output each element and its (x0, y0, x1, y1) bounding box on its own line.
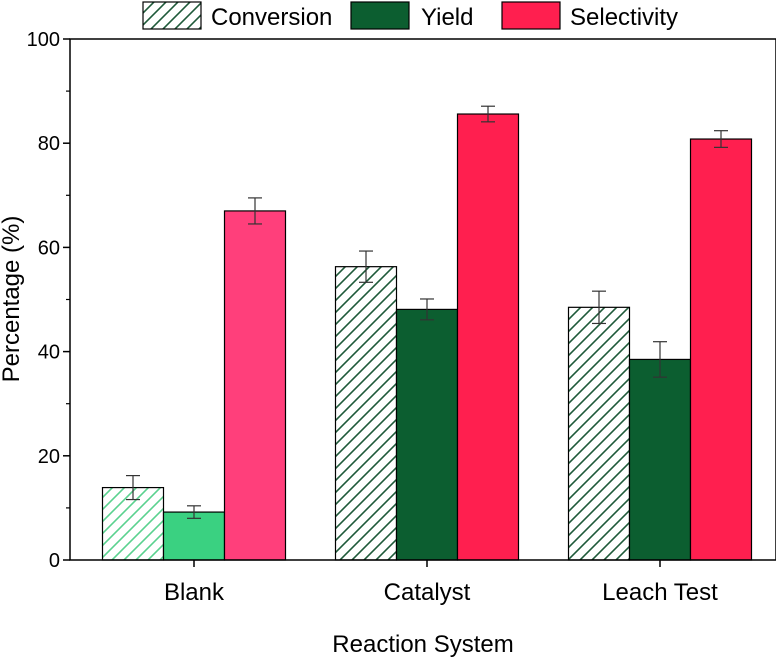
legend-label-selectivity: Selectivity (570, 4, 678, 31)
bar-selectivity-leach-test (689, 138, 753, 561)
x-axis-title: Reaction System (332, 631, 513, 658)
y-tick-label-60: 60 (38, 237, 60, 259)
bar-yield-catalyst (395, 308, 459, 561)
error-bar-selectivity-leach-test (714, 130, 728, 148)
y-tick-label-80: 80 (38, 133, 60, 155)
legend-swatch-yield (350, 1, 410, 30)
error-bar-conversion-catalyst (359, 250, 373, 283)
bar-yield-blank (162, 511, 226, 561)
y-tick-label-40: 40 (38, 342, 60, 364)
y-tick-label-20: 20 (38, 446, 60, 468)
bar-conversion-leach-test (567, 306, 631, 561)
legend-label-yield: Yield (421, 4, 473, 31)
y-axis-ticks: 0 20 40 60 80 100 (27, 29, 70, 572)
error-bar-yield-blank (187, 505, 201, 519)
error-bar-yield-catalyst (420, 298, 434, 321)
legend-swatch-selectivity (501, 1, 561, 30)
x-tick-label-catalyst: Catalyst (384, 579, 471, 606)
legend-item-conversion: Conversion (142, 1, 332, 31)
error-bar-conversion-leach-test (592, 290, 606, 325)
x-tick-label-leach-test: Leach Test (602, 579, 718, 606)
x-tick-label-blank: Blank (164, 579, 225, 606)
legend-label-conversion: Conversion (211, 4, 332, 31)
error-bar-conversion-blank (126, 474, 140, 501)
bar-conversion-catalyst (334, 266, 398, 561)
legend: Conversion Yield Selectivity (142, 1, 678, 31)
legend-swatch-conversion (142, 1, 202, 30)
error-bar-yield-leach-test (653, 341, 667, 378)
y-tick-label-0: 0 (49, 550, 60, 572)
bars (101, 113, 753, 561)
bar-selectivity-catalyst (456, 113, 520, 561)
error-bar-selectivity-blank (248, 197, 262, 225)
legend-item-yield: Yield (350, 1, 473, 31)
bar-selectivity-blank (223, 210, 287, 561)
y-axis-title: Percentage (%) (0, 216, 25, 383)
error-bar-selectivity-catalyst (481, 105, 495, 123)
legend-item-selectivity: Selectivity (501, 1, 678, 31)
bar-yield-leach-test (628, 358, 692, 561)
x-axis-ticks: Blank Catalyst Leach Test (164, 560, 718, 606)
error-bars (126, 105, 728, 519)
y-tick-label-100: 100 (27, 29, 60, 51)
